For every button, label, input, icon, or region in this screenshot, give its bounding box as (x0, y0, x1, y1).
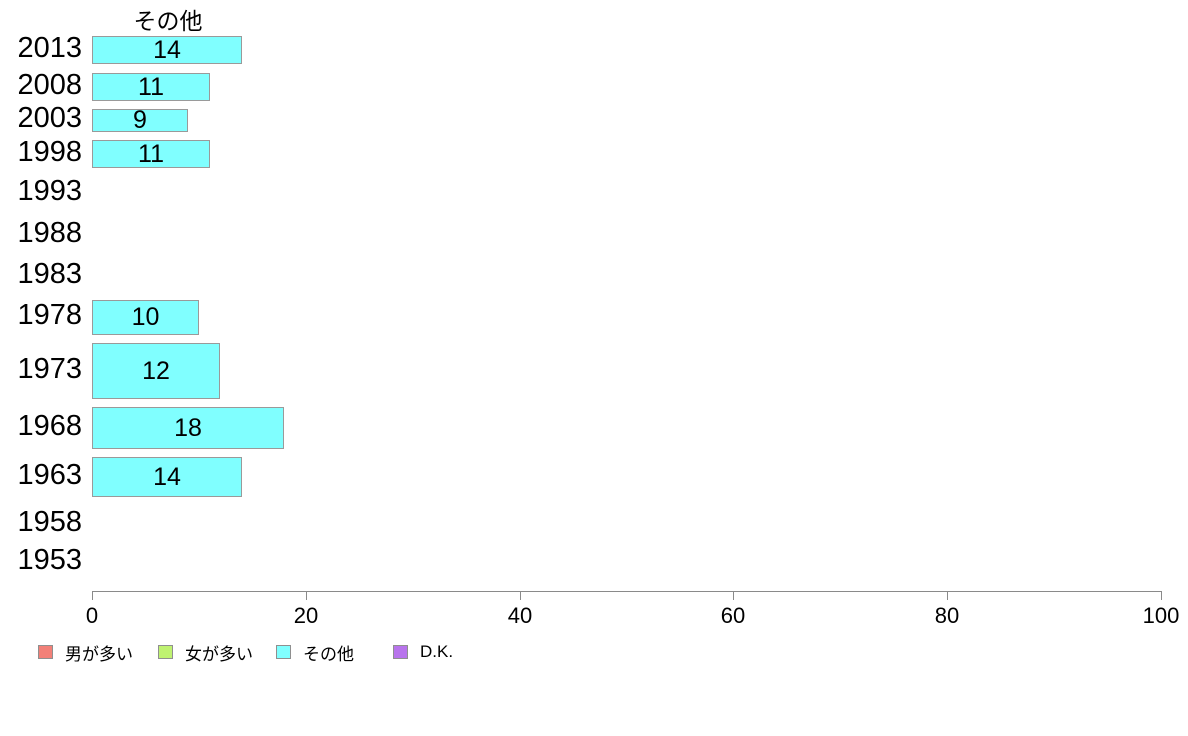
bar-value-label: 11 (138, 72, 164, 101)
legend-label: 男が多い (65, 644, 133, 664)
bar: 12 (92, 343, 220, 399)
bar: 14 (92, 457, 242, 497)
x-axis-line (92, 591, 1162, 592)
legend-item: 男が多い (38, 640, 133, 664)
category-label: 2008 (17, 69, 82, 102)
bar-value-label: 14 (153, 35, 181, 64)
bar: 11 (92, 73, 210, 101)
x-axis-tick (92, 592, 93, 600)
legend-item: 女が多い (158, 640, 253, 664)
legend-item: D.K. (393, 640, 453, 664)
x-tick-label: 40 (507, 603, 533, 628)
bar: 11 (92, 140, 210, 168)
bar: 10 (92, 300, 199, 335)
legend-swatch (393, 645, 408, 659)
x-axis-tick (520, 592, 521, 600)
x-tick-label: 80 (934, 603, 960, 628)
x-axis-tick (306, 592, 307, 600)
legend-label: 女が多い (185, 644, 253, 664)
bar: 9 (92, 106, 188, 134)
x-tick-label: 0 (85, 603, 99, 628)
category-label: 1998 (17, 136, 82, 169)
legend-label: その他 (303, 644, 354, 664)
category-label: 1978 (17, 299, 82, 332)
category-label: 1958 (17, 506, 82, 539)
x-tick-label: 60 (720, 603, 746, 628)
x-axis-tick (733, 592, 734, 600)
category-label: 1968 (17, 410, 82, 443)
legend-item: その他 (276, 640, 354, 664)
category-label: 1988 (17, 217, 82, 250)
legend-swatch (38, 645, 53, 659)
bar-value-label: 11 (138, 139, 164, 168)
bar: 14 (92, 36, 242, 64)
x-tick-label: 20 (293, 603, 319, 628)
category-label: 1973 (17, 353, 82, 386)
x-axis-tick (947, 592, 948, 600)
legend-swatch (276, 645, 291, 659)
category-label: 1953 (17, 544, 82, 577)
bar-value-label: 9 (133, 106, 147, 134)
category-label: 1963 (17, 459, 82, 492)
x-tick-label: 100 (1142, 603, 1180, 628)
chart-title: その他 (133, 8, 203, 34)
bar-value-label: 12 (142, 356, 170, 385)
legend-swatch (158, 645, 173, 659)
bar: 18 (92, 407, 284, 449)
category-label: 2013 (17, 32, 82, 65)
legend: 男が多い 女が多い その他 D.K. (0, 640, 1188, 664)
x-axis-tick (1161, 592, 1162, 600)
bar-value-label: 14 (153, 462, 181, 491)
category-label: 2003 (17, 102, 82, 135)
legend-label: D.K. (420, 642, 454, 661)
category-label: 1983 (17, 258, 82, 291)
bar-value-label: 10 (131, 303, 160, 331)
category-label: 1993 (17, 175, 82, 208)
bar-value-label: 18 (174, 413, 202, 442)
